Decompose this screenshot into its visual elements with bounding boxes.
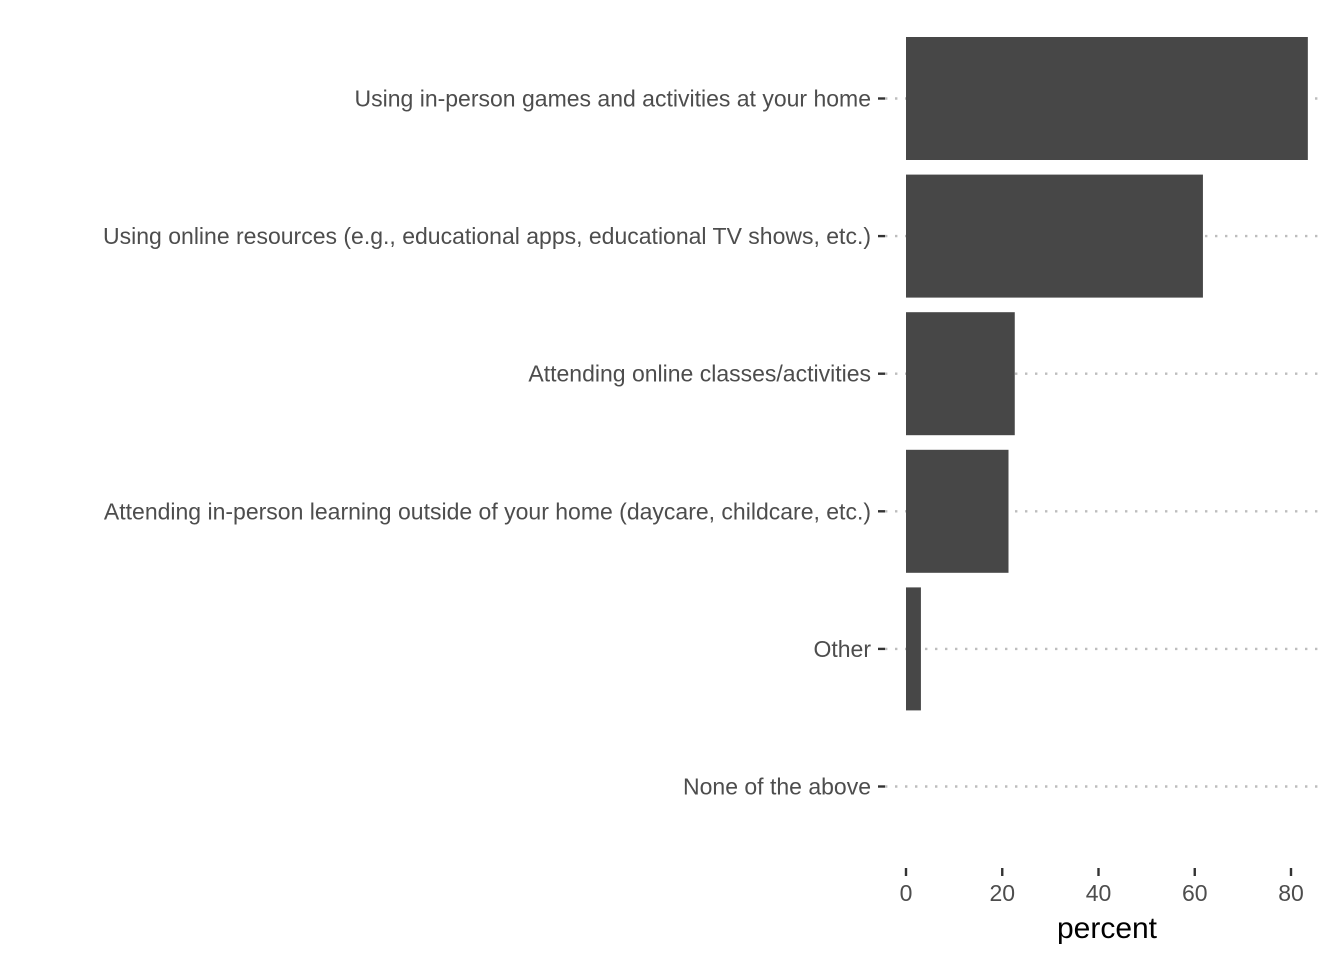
category-labels: Using in-person games and activities at … bbox=[103, 86, 871, 800]
x-axis-ticks: 0 20 40 60 80 bbox=[900, 868, 1304, 906]
bar bbox=[906, 449, 1009, 573]
bar bbox=[906, 174, 1203, 298]
category-label: Attending in-person learning outside of … bbox=[104, 498, 871, 524]
x-tick-label: 40 bbox=[1086, 880, 1112, 906]
bar bbox=[906, 37, 1308, 160]
category-label: Using in-person games and activities at … bbox=[355, 86, 871, 112]
category-label: Using online resources (e.g., educationa… bbox=[103, 223, 871, 249]
bar bbox=[906, 587, 921, 711]
bars bbox=[906, 37, 1308, 711]
x-tick-label: 60 bbox=[1182, 880, 1208, 906]
bar bbox=[906, 312, 1015, 436]
x-tick-label: 0 bbox=[900, 880, 913, 906]
category-label: Other bbox=[813, 636, 871, 662]
x-tick-label: 20 bbox=[989, 880, 1015, 906]
category-label: Attending online classes/activities bbox=[528, 361, 871, 387]
category-label: None of the above bbox=[683, 774, 871, 800]
x-axis-title: percent bbox=[1057, 912, 1158, 945]
y-axis-ticks bbox=[878, 97, 885, 788]
x-tick-label: 80 bbox=[1278, 880, 1304, 906]
